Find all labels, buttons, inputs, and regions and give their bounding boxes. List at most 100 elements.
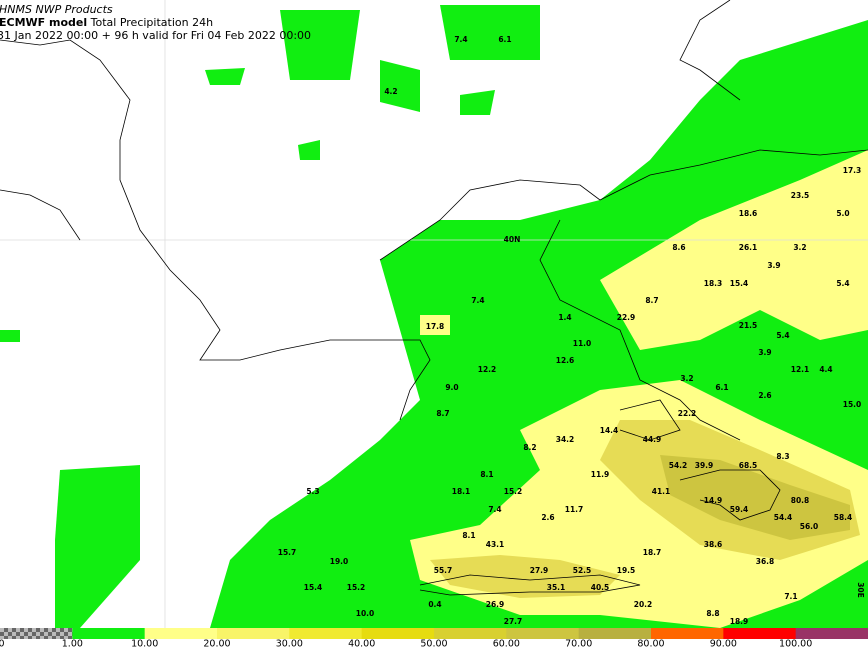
precip-label: 8.6 bbox=[672, 243, 685, 252]
precip-label: 4.4 bbox=[819, 365, 832, 374]
precip-label: 3.9 bbox=[767, 261, 780, 270]
precip-label: 21.5 bbox=[739, 321, 758, 330]
precip-label: 12.1 bbox=[791, 365, 810, 374]
precip-label: 8.1 bbox=[480, 470, 493, 479]
graticule bbox=[0, 0, 868, 628]
precip-label: 6.1 bbox=[498, 35, 511, 44]
colorbar-label: 60.00 bbox=[493, 639, 520, 648]
precip-labels: 7.4 6.1 4.2 17.3 23.5 18.6 5.0 8.6 26.1 3.2 3.9 18.… bbox=[278, 35, 862, 626]
precip-label: 8.8 bbox=[706, 609, 719, 618]
coastlines bbox=[0, 0, 868, 596]
precip-label: 8.7 bbox=[645, 296, 658, 305]
precip-label: 68.5 bbox=[739, 461, 758, 470]
precip-label: 15.2 bbox=[504, 487, 523, 496]
precip-label: 8.3 bbox=[776, 452, 789, 461]
precip-label: 5.4 bbox=[836, 279, 849, 288]
precip-label: 18.6 bbox=[739, 209, 758, 218]
precip-label: 34.2 bbox=[556, 435, 575, 444]
precip-label: 0.4 bbox=[428, 600, 441, 609]
precip-label: 15.7 bbox=[278, 548, 297, 557]
header-title: ECMWF model Total Precipitation 24h bbox=[0, 16, 213, 29]
precip-label: 4.2 bbox=[384, 87, 397, 96]
header-valid: 31 Jan 2022 00:00 + 96 h valid for Fri 0… bbox=[0, 29, 311, 42]
precip-label: 80.8 bbox=[791, 496, 810, 505]
colorbar-swatch bbox=[434, 628, 507, 639]
colorbar-label: 30.00 bbox=[276, 639, 303, 648]
colorbar-label: 40.00 bbox=[348, 639, 375, 648]
colorbar-swatch bbox=[361, 628, 435, 639]
precip-label: 17.8 bbox=[426, 322, 445, 331]
colorbar-swatch bbox=[72, 628, 146, 639]
precip-label: 17.3 bbox=[843, 166, 862, 175]
precip-label: 9.0 bbox=[445, 383, 458, 392]
precip-label: 52.5 bbox=[573, 566, 592, 575]
precip-label: 18.9 bbox=[730, 617, 749, 626]
precip-label: 20.2 bbox=[634, 600, 653, 609]
precip-label: 2.6 bbox=[758, 391, 771, 400]
precip-label: 7.4 bbox=[454, 35, 467, 44]
precip-label: 56.0 bbox=[800, 522, 819, 531]
precip-label: 3.9 bbox=[758, 348, 771, 357]
precip-label: 6.1 bbox=[715, 383, 728, 392]
precip-label: 15.4 bbox=[730, 279, 749, 288]
precip-label: 35.1 bbox=[547, 583, 566, 592]
colorbar-swatch bbox=[217, 628, 290, 639]
grid-label: 40N bbox=[504, 235, 521, 244]
precip-label: 19.0 bbox=[330, 557, 349, 566]
colorbar-label: 1.00 bbox=[62, 639, 83, 648]
precip-label: 55.7 bbox=[434, 566, 453, 575]
precip-label: 15.4 bbox=[304, 583, 323, 592]
precip-label: 11.7 bbox=[565, 505, 584, 514]
colorbar-label: 90.00 bbox=[710, 639, 737, 648]
colorbar-label: 80.00 bbox=[637, 639, 664, 648]
precip-label: 5.4 bbox=[776, 331, 789, 340]
precip-label: 58.4 bbox=[834, 513, 853, 522]
precip-label: 8.1 bbox=[462, 531, 475, 540]
colorbar-swatch bbox=[651, 628, 724, 639]
colorbar-swatch bbox=[795, 628, 868, 639]
header-field: Total Precipitation 24h bbox=[90, 16, 213, 29]
precip-label: 18.3 bbox=[704, 279, 723, 288]
precip-label: 22.2 bbox=[678, 409, 697, 418]
precip-label: 44.9 bbox=[643, 435, 662, 444]
precip-label: 1.4 bbox=[558, 313, 571, 322]
precip-label: 12.2 bbox=[478, 365, 497, 374]
precip-label: 18.1 bbox=[452, 487, 471, 496]
colorbar-swatch bbox=[144, 628, 218, 639]
colorbar-label: 10.00 bbox=[131, 639, 158, 648]
grid-label: 30E bbox=[856, 582, 865, 598]
precip-label: 23.5 bbox=[791, 191, 810, 200]
precip-label: 5.3 bbox=[306, 487, 319, 496]
precip-label: 26.1 bbox=[739, 243, 758, 252]
colorbar-label: 70.00 bbox=[565, 639, 592, 648]
colorbar-label: 0.00 bbox=[0, 639, 5, 648]
precip-label: 59.4 bbox=[730, 505, 749, 514]
header-model: ECMWF model bbox=[0, 16, 87, 29]
colorbar-swatch bbox=[506, 628, 580, 639]
precip-label: 41.1 bbox=[652, 487, 671, 496]
precip-fields bbox=[0, 5, 868, 628]
precip-label: 7.4 bbox=[471, 296, 484, 305]
precip-label: 15.0 bbox=[843, 400, 862, 409]
precip-label: 18.7 bbox=[643, 548, 662, 557]
precip-label: 10.0 bbox=[356, 609, 375, 618]
colorbar-label: 50.00 bbox=[420, 639, 447, 648]
colorbar-label: 100.00 bbox=[779, 639, 812, 648]
precip-label: 8.7 bbox=[436, 409, 449, 418]
precip-label: 26.9 bbox=[486, 600, 505, 609]
header-source: HNMS NWP Products bbox=[0, 3, 113, 16]
colorbar-swatch bbox=[723, 628, 797, 639]
precip-label: 27.7 bbox=[504, 617, 523, 626]
precip-label: 7.1 bbox=[784, 592, 797, 601]
precip-label: 40.5 bbox=[591, 583, 610, 592]
precip-label: 11.0 bbox=[573, 339, 592, 348]
precip-label: 5.0 bbox=[836, 209, 849, 218]
precip-label: 38.6 bbox=[704, 540, 723, 549]
precip-label: 11.9 bbox=[591, 470, 610, 479]
precip-label: 54.4 bbox=[774, 513, 793, 522]
precip-label: 3.2 bbox=[793, 243, 806, 252]
precip-label: 12.6 bbox=[556, 356, 575, 365]
colorbar-swatch bbox=[289, 628, 363, 639]
precip-label: 22.9 bbox=[617, 313, 636, 322]
